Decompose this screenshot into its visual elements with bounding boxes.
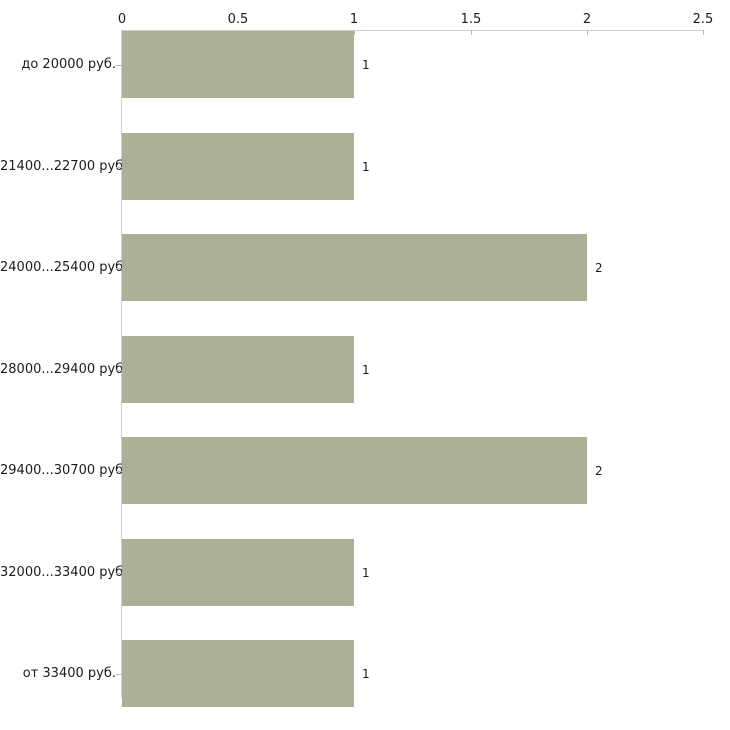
category-label: 24000...25400 руб. [0, 260, 128, 275]
x-axis-tick-mark [703, 30, 704, 35]
y-axis-tick-mark [116, 167, 122, 168]
value-label: 2 [595, 464, 603, 478]
category-label: до 20000 руб. [21, 57, 116, 72]
y-axis-tick-mark [116, 65, 122, 66]
category-label: 29400...30700 руб. [0, 463, 128, 478]
x-axis-tick-mark [587, 30, 588, 35]
x-axis-tick-label: 2.5 [692, 12, 714, 27]
bar [122, 539, 354, 606]
bar [122, 640, 354, 707]
y-axis-tick-mark [116, 370, 122, 371]
category-label: 32000...33400 руб. [0, 565, 128, 580]
x-axis-tick-label: 0 [117, 12, 127, 27]
category-label: 21400...22700 руб. [0, 159, 128, 174]
value-label: 1 [362, 363, 370, 377]
x-axis-tick-label: 1 [349, 12, 359, 27]
bar [122, 31, 354, 98]
x-axis-tick-mark [354, 30, 355, 35]
bar [122, 437, 587, 504]
x-axis-tick-label: 0.5 [227, 12, 249, 27]
x-axis-tick-label: 2 [582, 12, 592, 27]
value-label: 1 [362, 566, 370, 580]
value-label: 1 [362, 58, 370, 72]
category-label: от 33400 руб. [22, 666, 116, 681]
bar [122, 336, 354, 403]
y-axis-tick-mark [116, 573, 122, 574]
y-axis-tick-mark [116, 268, 122, 269]
value-label: 1 [362, 667, 370, 681]
value-label: 1 [362, 160, 370, 174]
category-label: 28000...29400 руб. [0, 362, 128, 377]
y-axis-tick-mark [116, 674, 122, 675]
value-label: 2 [595, 261, 603, 275]
x-axis-tick-label: 1.5 [460, 12, 482, 27]
bar [122, 133, 354, 200]
bar [122, 234, 587, 301]
y-axis-tick-mark [116, 471, 122, 472]
x-axis-tick-mark [471, 30, 472, 35]
y-axis-line [121, 30, 122, 698]
x-axis-line [122, 30, 704, 31]
